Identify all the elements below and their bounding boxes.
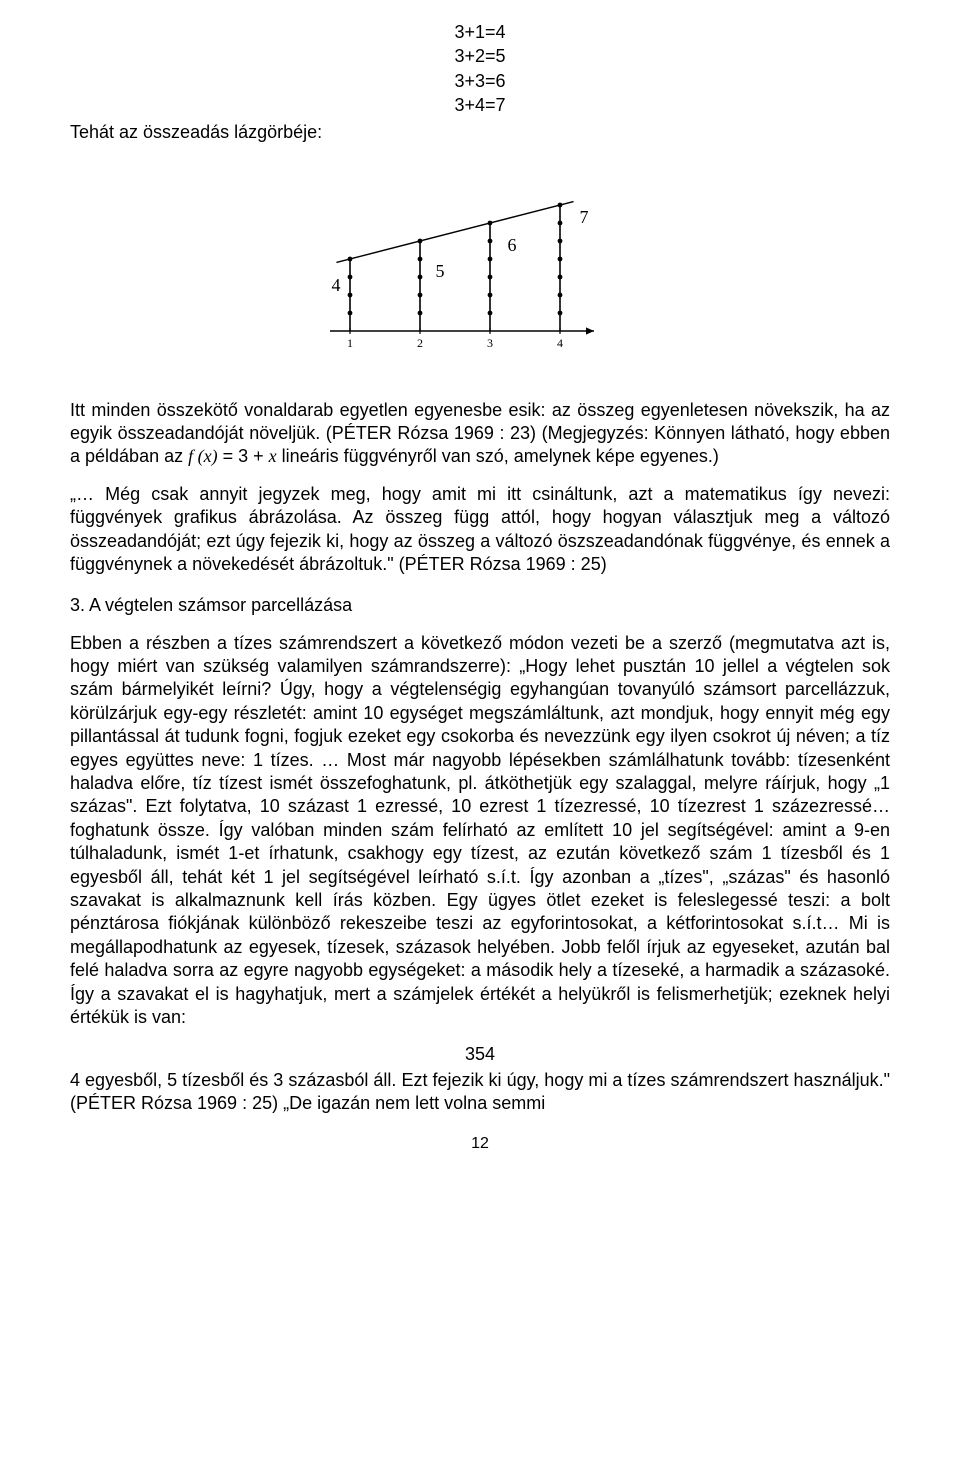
example-number: 354 [70,1043,890,1066]
formula-eq: = 3 + [218,446,269,466]
svg-text:7: 7 [580,207,589,227]
svg-text:3: 3 [487,336,493,350]
formula-fx: f (x) [188,446,217,466]
svg-text:4: 4 [557,336,563,350]
eq-2: 3+2=5 [70,44,890,68]
page-number: 12 [70,1134,890,1155]
fever-curve-diagram: 1 2 3 4 4 5 6 7 [300,159,660,379]
formula-x: x [269,446,277,466]
paragraph-3: Ebben a részben a tízes számrendszert a … [70,632,890,1030]
paragraph-2: „… Még csak annyit jegyzek meg, hogy ami… [70,483,890,577]
paragraph-1: Itt minden összekötő vonaldarab egyetlen… [70,399,890,469]
svg-text:5: 5 [436,261,445,281]
diagram-container: 1 2 3 4 4 5 6 7 [70,159,890,379]
svg-text:6: 6 [508,235,517,255]
para1-text-b: lineáris függvényről van szó, amelynek k… [277,446,719,466]
svg-text:4: 4 [332,275,341,295]
eq-3: 3+3=6 [70,69,890,93]
lede-text: Tehát az összeadás lázgörbéje: [70,121,890,144]
eq-1: 3+1=4 [70,20,890,44]
eq-4: 3+4=7 [70,93,890,117]
paragraph-4: 4 egyesből, 5 tízesből és 3 százasból ál… [70,1069,890,1116]
equations-block: 3+1=4 3+2=5 3+3=6 3+4=7 [70,20,890,117]
section-3-title: 3. A végtelen számsor parcellázása [70,594,890,617]
svg-text:1: 1 [347,336,353,350]
svg-text:2: 2 [417,336,423,350]
